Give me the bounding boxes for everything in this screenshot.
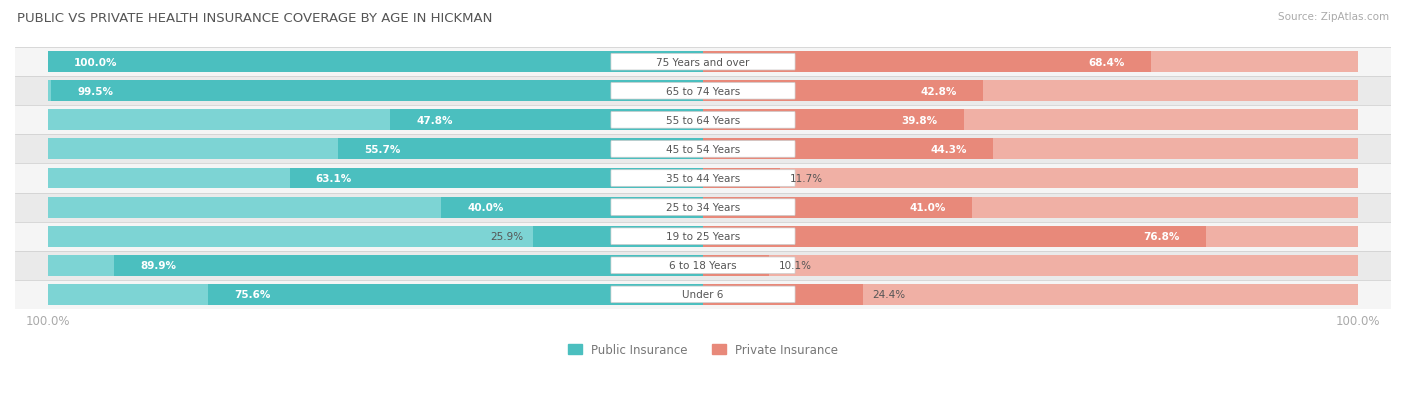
- FancyBboxPatch shape: [612, 170, 794, 187]
- Bar: [15, 77, 1391, 106]
- Bar: [703, 110, 1358, 131]
- Bar: [15, 106, 1391, 135]
- Bar: [703, 226, 1206, 247]
- FancyBboxPatch shape: [612, 112, 794, 129]
- Text: 76.8%: 76.8%: [1143, 232, 1180, 242]
- Bar: [533, 226, 703, 247]
- Text: 41.0%: 41.0%: [910, 203, 945, 213]
- Text: Source: ZipAtlas.com: Source: ZipAtlas.com: [1278, 12, 1389, 22]
- Text: 35 to 44 Years: 35 to 44 Years: [666, 173, 740, 184]
- Bar: [703, 284, 863, 305]
- Bar: [703, 168, 780, 189]
- FancyBboxPatch shape: [612, 141, 794, 158]
- Bar: [114, 255, 703, 276]
- Bar: [48, 255, 703, 276]
- Text: 55.7%: 55.7%: [364, 145, 401, 154]
- Text: 63.1%: 63.1%: [316, 173, 352, 184]
- Bar: [48, 81, 703, 102]
- Text: 65 to 74 Years: 65 to 74 Years: [666, 87, 740, 97]
- Text: 25 to 34 Years: 25 to 34 Years: [666, 203, 740, 213]
- FancyBboxPatch shape: [612, 286, 794, 303]
- Text: 68.4%: 68.4%: [1088, 57, 1125, 67]
- Bar: [48, 284, 703, 305]
- Bar: [703, 284, 1358, 305]
- Bar: [703, 52, 1358, 73]
- Text: 100.0%: 100.0%: [75, 57, 118, 67]
- Bar: [441, 197, 703, 218]
- Text: 44.3%: 44.3%: [931, 145, 967, 154]
- Bar: [48, 168, 703, 189]
- Text: PUBLIC VS PRIVATE HEALTH INSURANCE COVERAGE BY AGE IN HICKMAN: PUBLIC VS PRIVATE HEALTH INSURANCE COVER…: [17, 12, 492, 25]
- Bar: [703, 255, 769, 276]
- Bar: [15, 193, 1391, 222]
- Bar: [48, 226, 703, 247]
- Text: 89.9%: 89.9%: [141, 261, 176, 271]
- Bar: [703, 139, 1358, 160]
- Text: 11.7%: 11.7%: [790, 173, 823, 184]
- Bar: [703, 197, 1358, 218]
- Text: 19 to 25 Years: 19 to 25 Years: [666, 232, 740, 242]
- Bar: [208, 284, 703, 305]
- FancyBboxPatch shape: [612, 199, 794, 216]
- Bar: [15, 48, 1391, 77]
- Bar: [389, 110, 703, 131]
- Bar: [703, 197, 972, 218]
- Bar: [15, 135, 1391, 164]
- Bar: [337, 139, 703, 160]
- Bar: [48, 110, 703, 131]
- Text: 99.5%: 99.5%: [77, 87, 114, 97]
- Bar: [703, 81, 983, 102]
- Bar: [48, 139, 703, 160]
- Bar: [15, 164, 1391, 193]
- Text: 55 to 64 Years: 55 to 64 Years: [666, 116, 740, 126]
- Text: 25.9%: 25.9%: [491, 232, 523, 242]
- Bar: [15, 280, 1391, 309]
- FancyBboxPatch shape: [612, 257, 794, 274]
- Bar: [703, 139, 993, 160]
- Text: 10.1%: 10.1%: [779, 261, 813, 271]
- Legend: Public Insurance, Private Insurance: Public Insurance, Private Insurance: [564, 338, 842, 361]
- Bar: [48, 52, 703, 73]
- Text: 24.4%: 24.4%: [873, 290, 905, 300]
- Text: 42.8%: 42.8%: [921, 87, 957, 97]
- Bar: [51, 81, 703, 102]
- Bar: [15, 251, 1391, 280]
- Bar: [703, 81, 1358, 102]
- FancyBboxPatch shape: [612, 83, 794, 100]
- Text: 6 to 18 Years: 6 to 18 Years: [669, 261, 737, 271]
- Text: Under 6: Under 6: [682, 290, 724, 300]
- FancyBboxPatch shape: [612, 54, 794, 71]
- Bar: [48, 52, 703, 73]
- Text: 75 Years and over: 75 Years and over: [657, 57, 749, 67]
- Bar: [15, 222, 1391, 251]
- Text: 40.0%: 40.0%: [467, 203, 503, 213]
- Text: 39.8%: 39.8%: [901, 116, 938, 126]
- Text: 45 to 54 Years: 45 to 54 Years: [666, 145, 740, 154]
- Text: 47.8%: 47.8%: [416, 116, 453, 126]
- Bar: [703, 52, 1152, 73]
- Bar: [703, 168, 1358, 189]
- Bar: [703, 110, 963, 131]
- Bar: [48, 197, 703, 218]
- FancyBboxPatch shape: [612, 228, 794, 245]
- Bar: [703, 255, 1358, 276]
- Text: 75.6%: 75.6%: [233, 290, 270, 300]
- Bar: [703, 226, 1358, 247]
- Bar: [290, 168, 703, 189]
